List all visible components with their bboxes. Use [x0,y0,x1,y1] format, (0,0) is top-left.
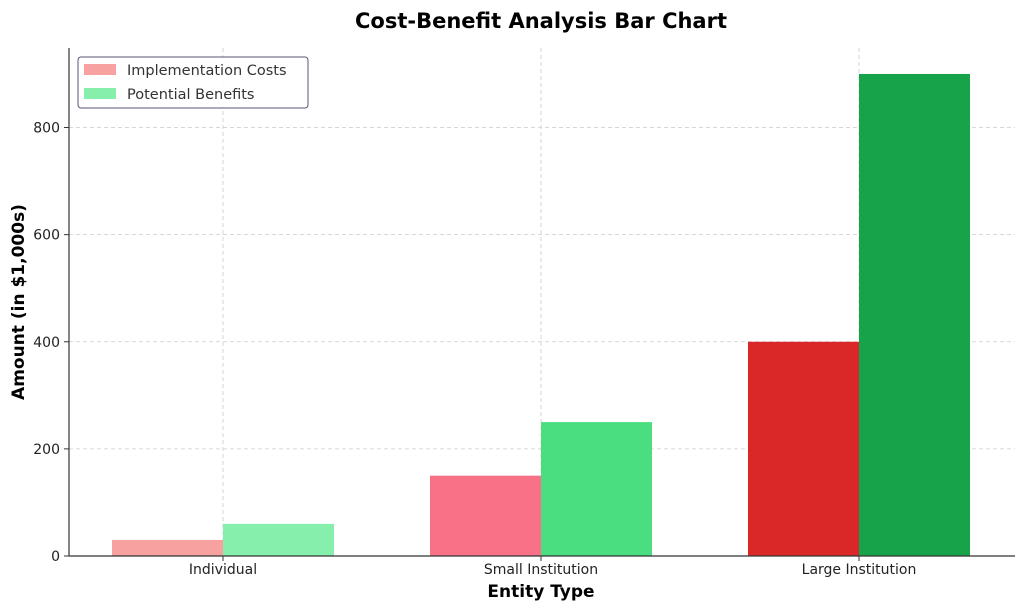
bar-implementation-costs-individual [112,539,223,556]
bars-layer [112,73,970,557]
x-axis-label: Entity Type [487,582,594,602]
bar-potential-benefits-large-institution [859,73,970,557]
y-tick-label-200: 200 [33,442,60,458]
y-tick-label-800: 800 [33,121,60,137]
legend-label-implementation-costs: Implementation Costs [127,63,287,79]
legend-swatch-potential-benefits [84,88,116,99]
bar-implementation-costs-small-institution [430,475,541,556]
chart-title: Cost-Benefit Analysis Bar Chart [355,9,727,33]
y-tick-label-600: 600 [33,228,60,244]
x-tick-label-1: Small Institution [484,562,598,578]
legend: Implementation Costs Potential Benefits [77,56,309,109]
legend-frame [77,56,309,109]
legend-swatch-implementation-costs [84,64,116,75]
x-tick-label-0: Individual [189,562,257,578]
y-axis-label: Amount (in $1,000s) [9,204,29,400]
bar-implementation-costs-large-institution [748,341,859,556]
bar-potential-benefits-individual [223,523,334,556]
legend-label-potential-benefits: Potential Benefits [127,87,254,103]
bar-potential-benefits-small-institution [541,422,652,556]
x-tick-label-2: Large Institution [802,562,917,578]
y-tick-label-0: 0 [51,549,60,565]
axes-layer: 0 200 400 600 800 Individual Small Institution… [33,48,1015,578]
y-tick-label-400: 400 [33,335,60,351]
